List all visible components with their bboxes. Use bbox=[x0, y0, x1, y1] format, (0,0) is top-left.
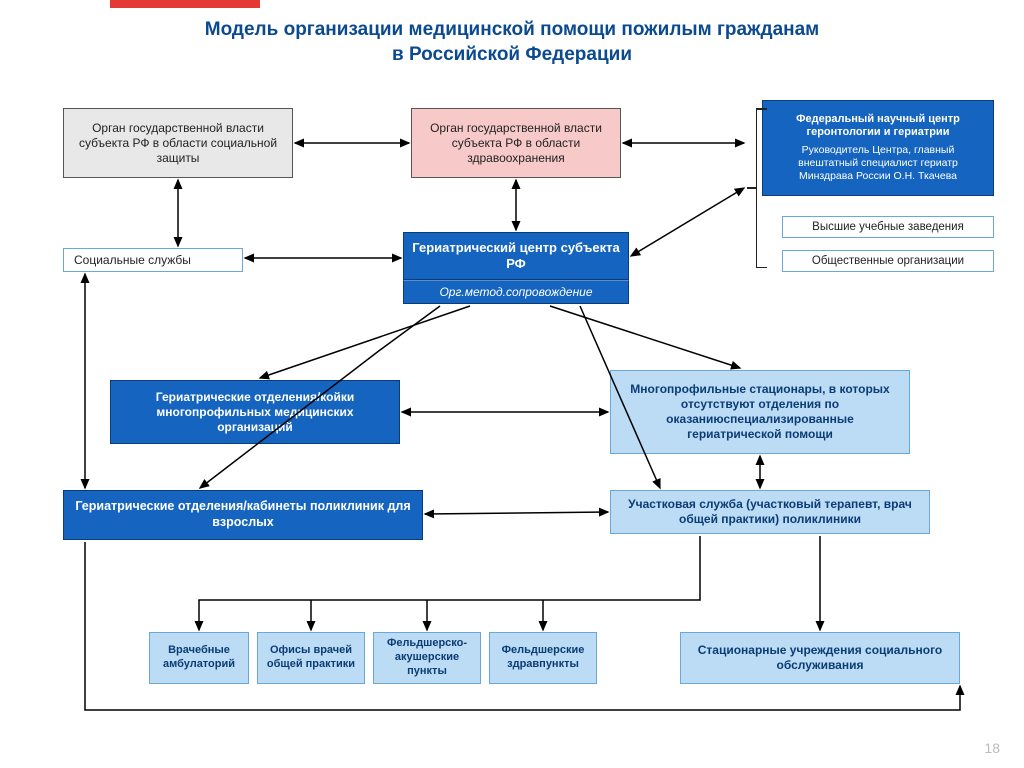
label: Орган государственной власти субъекта РФ… bbox=[72, 121, 284, 166]
node-stationary-social: Стационарные учреждения социального обсл… bbox=[680, 632, 960, 684]
label: Гериатрические отделения/кабинеты поликл… bbox=[72, 499, 414, 530]
node-medical-ambulatories: Врачебные амбулаторий bbox=[149, 632, 249, 684]
sublabel: Руководитель Центра, главный внештатный … bbox=[771, 144, 985, 183]
label: Участковая служба (участковый терапевт, … bbox=[619, 497, 921, 527]
node-geriatric-dept-beds: Гериатрические отделения/койки многопроф… bbox=[110, 380, 400, 444]
node-gp-offices: Офисы врачей общей практики bbox=[257, 632, 365, 684]
page-number: 18 bbox=[984, 740, 1000, 756]
node-feldsher-health: Фельдшерские здравпункты bbox=[489, 632, 597, 684]
label: Орг.метод.сопровождение bbox=[439, 285, 592, 299]
label: Социальные службы bbox=[74, 253, 191, 268]
node-public-orgs: Общественные организации bbox=[782, 250, 994, 272]
label: Общественные организации bbox=[812, 254, 964, 268]
node-universities: Высшие учебные заведения bbox=[782, 216, 994, 238]
node-social-services: Социальные службы bbox=[63, 248, 243, 272]
node-multiprofile-hospitals: Многопрофильные стационары, в которых от… bbox=[610, 370, 910, 454]
page-title: Модель организации медицинской помощи по… bbox=[0, 18, 1024, 67]
bracket bbox=[756, 108, 757, 268]
label: Многопрофильные стационары, в которых от… bbox=[619, 382, 901, 442]
label: Врачебные амбулаторий bbox=[158, 644, 240, 672]
label: Офисы врачей общей практики bbox=[266, 644, 356, 672]
label: Гериатрические отделения/койки многопроф… bbox=[119, 390, 391, 435]
label: Стационарные учреждения социального обсл… bbox=[689, 643, 951, 673]
node-health-authority: Орган государственной власти субъекта РФ… bbox=[411, 108, 621, 178]
accent-bar bbox=[110, 0, 260, 8]
title-line2: в Российской Федерации bbox=[392, 44, 632, 65]
label: Гериатрический центр субъекта РФ bbox=[412, 240, 620, 273]
label: Фельдшерские здравпункты bbox=[498, 644, 588, 672]
node-org-method: Орг.метод.сопровождение bbox=[403, 280, 629, 304]
label: Федеральный научный центр геронтологии и… bbox=[771, 113, 985, 141]
node-geriatric-center: Гериатрический центр субъекта РФ bbox=[403, 232, 629, 280]
node-district-service: Участковая служба (участковый терапевт, … bbox=[610, 490, 930, 534]
node-social-authority: Орган государственной власти субъекта РФ… bbox=[63, 108, 293, 178]
node-feldsher-obstetric: Фельдшерско-акушерские пункты bbox=[373, 632, 481, 684]
title-line1: Модель организации медицинской помощи по… bbox=[205, 19, 820, 40]
node-federal-center: Федеральный научный центр геронтологии и… bbox=[762, 100, 994, 196]
label: Фельдшерско-акушерские пункты bbox=[382, 637, 472, 678]
label: Орган государственной власти субъекта РФ… bbox=[420, 121, 612, 166]
label: Высшие учебные заведения bbox=[812, 220, 964, 234]
node-geriatric-dept-clinic: Гериатрические отделения/кабинеты поликл… bbox=[63, 490, 423, 540]
